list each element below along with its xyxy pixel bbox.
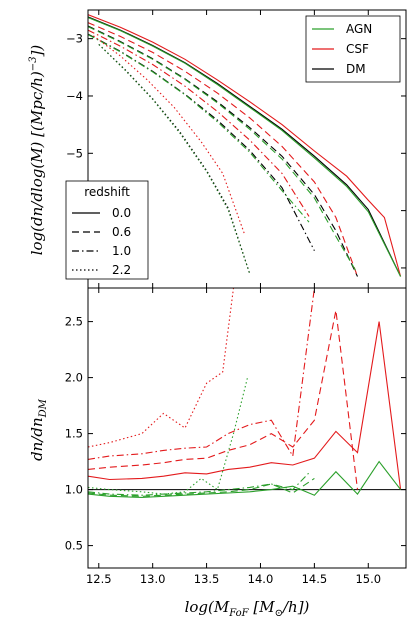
xtick-label: 14.0 <box>248 572 274 586</box>
top-ytick-label: −4 <box>66 89 83 103</box>
series-csf-z06 <box>88 22 359 277</box>
series-agn-z10 <box>88 34 310 223</box>
top-ytick-label: −5 <box>66 146 83 160</box>
legend-csf: CSF <box>346 42 369 56</box>
bottom-ytick-label: 1.0 <box>65 483 83 497</box>
bottom-ytick-label: 0.5 <box>65 539 83 553</box>
series-agn-z10 <box>88 472 310 496</box>
series-csf-z00 <box>88 321 402 490</box>
series-csf-z00 <box>88 14 402 277</box>
top-ytick-label: −3 <box>66 32 83 46</box>
series-agn-z00 <box>88 16 402 277</box>
bottom-ylabel: dn/dnDM <box>28 398 49 461</box>
legend-z10: 1.0 <box>112 244 131 258</box>
series-csf-z10 <box>88 288 315 460</box>
bottom-ytick-label: 1.5 <box>65 427 83 441</box>
xtick-label: 13.5 <box>194 572 220 586</box>
xtick-label: 13.0 <box>140 572 166 586</box>
top-panel-series <box>88 14 402 277</box>
series-agn-z06 <box>88 26 358 274</box>
legend-z22: 2.2 <box>112 263 131 277</box>
redshift-legend: redshift 0.0 0.6 1.0 2.2 <box>65 180 149 280</box>
bottom-panel-series <box>88 288 406 498</box>
series-agn-z00 <box>88 460 402 498</box>
xtick-label: 12.5 <box>86 572 112 586</box>
xtick-label: 14.5 <box>302 572 328 586</box>
series-csf-z06 <box>88 310 359 490</box>
legend-agn: AGN <box>346 22 372 36</box>
bottom-ytick-label: 2.0 <box>65 371 83 385</box>
series-csf-z22 <box>88 288 235 448</box>
series-agn-z06 <box>88 477 315 497</box>
series-csf-z10 <box>88 29 310 217</box>
series-csf-z22 <box>93 35 245 234</box>
legend-z06: 0.6 <box>112 225 131 239</box>
legend-z00: 0.0 <box>112 206 131 220</box>
xtick-label: 15.0 <box>355 572 381 586</box>
legend-dm: DM <box>346 62 366 76</box>
bottom-panel-frame <box>87 287 407 569</box>
bottom-ytick-label: 2.5 <box>65 315 83 329</box>
series-dm-z10 <box>88 33 315 251</box>
model-legend: AGN CSF DM <box>305 15 401 83</box>
series-agn-z22 <box>88 377 249 495</box>
series-dm-z06 <box>88 25 358 277</box>
redshift-legend-title: redshift <box>84 185 130 199</box>
top-ylabel: log(dn/dlog(M) [(Mpc/h)−3]) <box>28 45 46 256</box>
bottom-xlabel: log(MFoF [M⊙/h]) <box>185 598 310 619</box>
